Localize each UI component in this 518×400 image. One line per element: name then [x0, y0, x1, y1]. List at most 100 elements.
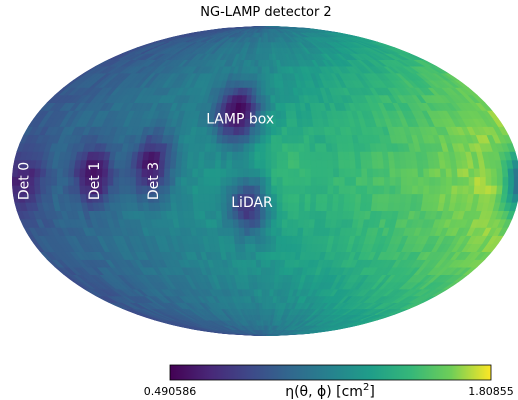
heatmap-cell	[333, 176, 340, 186]
heatmap-cell	[262, 52, 267, 60]
heatmap-cell	[292, 134, 300, 144]
heatmap-cell	[261, 65, 267, 74]
heatmap-cell	[378, 167, 385, 178]
heatmap-cell	[237, 176, 244, 186]
heatmap-cell	[215, 150, 223, 161]
heatmap-cell	[434, 167, 442, 178]
heatmap-cell	[262, 314, 267, 321]
heatmap-cell	[256, 274, 263, 283]
heatmap-cell	[56, 184, 64, 195]
heatmap-cell	[192, 150, 200, 161]
heatmap-cell	[287, 159, 295, 169]
heatmap-cell	[316, 176, 323, 186]
heatmap-cell	[281, 218, 289, 228]
heatmap-cell	[51, 176, 58, 186]
heatmap-cell	[79, 167, 87, 178]
heatmap-cell	[249, 218, 256, 228]
heatmap-cell	[350, 176, 357, 186]
heatmap-cell	[257, 288, 263, 297]
heatmap-cell	[79, 176, 86, 186]
heatmap-cell	[423, 176, 431, 186]
heatmap-cell	[349, 184, 357, 195]
heatmap-cell	[186, 193, 194, 203]
heatmap-cell	[333, 167, 340, 178]
heatmap-cell	[244, 243, 252, 252]
heatmap-cell	[130, 184, 138, 195]
heatmap-cell	[366, 167, 374, 178]
heatmap-cell	[265, 94, 272, 103]
heatmap-cell	[203, 167, 211, 178]
heatmap-cell	[281, 126, 288, 136]
heatmap-cell	[366, 184, 374, 195]
heatmap-cell	[265, 79, 271, 88]
heatmap-cell	[270, 243, 277, 252]
heatmap-cell	[276, 218, 283, 228]
heatmap-cell	[262, 47, 267, 54]
heatmap-cell	[485, 176, 493, 186]
heatmap-cell	[248, 159, 256, 169]
heatmap-cell	[333, 184, 340, 195]
heatmap-cell	[434, 176, 442, 186]
heatmap-cell	[232, 142, 240, 152]
heatmap-cell	[309, 201, 317, 212]
heatmap-cell	[281, 226, 288, 236]
heatmap-cell	[326, 201, 334, 212]
heatmap-cell	[164, 159, 172, 169]
heatmap-cell	[287, 201, 295, 212]
heatmap-cell	[243, 184, 250, 195]
heatmap-cell	[299, 176, 306, 186]
heatmap-cell	[226, 159, 233, 169]
heatmap-cell	[276, 134, 283, 144]
heatmap-cell	[304, 184, 312, 195]
heatmap-cell	[260, 134, 267, 144]
heatmap-cell	[254, 134, 262, 144]
heatmap-cell	[456, 167, 464, 178]
heatmap-cell	[220, 159, 228, 169]
heatmap-cell	[248, 210, 256, 220]
heatmap-cell	[287, 134, 294, 144]
heatmap-cell	[214, 184, 222, 195]
heatmap-cell	[276, 176, 284, 186]
heatmap-cell	[248, 184, 256, 195]
heatmap-cell	[248, 142, 256, 152]
heatmap-cell	[214, 193, 222, 203]
heatmap-cell	[446, 176, 453, 186]
heatmap-cell	[417, 184, 425, 195]
heatmap-cell	[73, 176, 81, 186]
heatmap-cell	[231, 167, 239, 178]
heatmap-cell	[287, 193, 295, 203]
heatmap-cell	[275, 110, 282, 119]
heatmap-cell	[254, 210, 261, 220]
heatmap-cell	[428, 184, 436, 195]
heatmap-cell	[327, 193, 334, 203]
heatmap-cell	[417, 176, 425, 186]
heatmap-cell	[164, 176, 171, 186]
heatmap-cell	[282, 193, 289, 203]
heatmap-cell	[513, 184, 518, 195]
heatmap-cell	[508, 176, 515, 186]
heatmap-cell	[181, 193, 189, 203]
heatmap-cell	[315, 150, 323, 161]
heatmap-cell	[198, 193, 205, 203]
heatmap-cell	[338, 193, 346, 203]
heatmap-cell	[186, 176, 194, 186]
colorbar-max-label: 1.80855	[468, 385, 514, 398]
heatmap-cell	[135, 167, 143, 178]
heatmap-cell	[221, 218, 229, 228]
heatmap-cell	[259, 176, 267, 186]
heatmap-cell	[394, 184, 402, 195]
heatmap-cell	[338, 159, 346, 169]
heatmap-cell	[118, 167, 126, 178]
heatmap-cell	[181, 159, 189, 169]
heatmap-cell	[237, 210, 245, 220]
heatmap-cell	[243, 150, 250, 161]
heatmap-cell	[355, 184, 363, 195]
heatmap-cell	[265, 72, 271, 81]
heatmap-cell	[265, 259, 272, 268]
heatmap-cell	[298, 210, 306, 220]
heatmap-cell	[360, 159, 368, 169]
heatmap-cell	[511, 159, 518, 169]
heatmap-cell	[389, 184, 397, 195]
heatmap-cell	[251, 86, 258, 96]
heatmap-cell	[101, 176, 109, 186]
